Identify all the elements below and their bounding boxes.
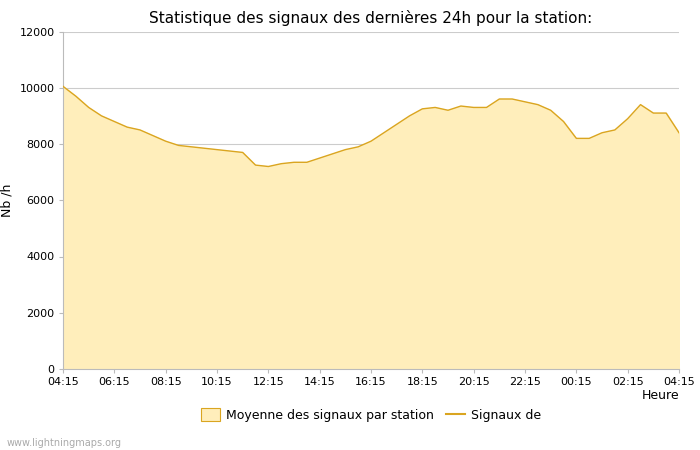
Title: Statistique des signaux des dernières 24h pour la station:: Statistique des signaux des dernières 24… xyxy=(149,10,593,26)
Text: www.lightningmaps.org: www.lightningmaps.org xyxy=(7,438,122,448)
Y-axis label: Nb /h: Nb /h xyxy=(1,184,14,217)
Text: Heure: Heure xyxy=(641,389,679,402)
Legend: Moyenne des signaux par station, Signaux de: Moyenne des signaux par station, Signaux… xyxy=(196,403,546,427)
